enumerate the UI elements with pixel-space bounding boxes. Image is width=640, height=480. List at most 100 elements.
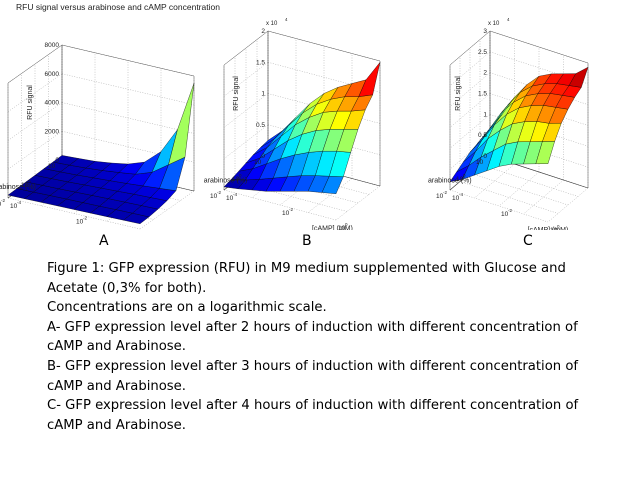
z-tick-label: 0.5	[256, 122, 265, 129]
camp-tick-exp: -2	[83, 216, 87, 221]
z-tick-label: 0	[483, 153, 487, 160]
caption-line: B- GFP expression level after 3 hours of…	[47, 358, 579, 374]
grid-line	[489, 114, 589, 147]
panel-label-c: C	[523, 233, 533, 249]
axis-line	[223, 30, 269, 66]
camp-tick-label: 10	[338, 225, 346, 230]
z-tick-label: 0	[55, 157, 59, 164]
camp-tick-exp: -4	[17, 200, 21, 205]
z-tick-label: 2	[261, 28, 265, 35]
axis-line	[61, 44, 195, 77]
arabinose-axis-label: arabinose (%)	[0, 184, 36, 191]
camp-tick-label: 10	[452, 195, 460, 202]
z-tick-label: 1.5	[478, 91, 487, 98]
grid-line	[307, 178, 353, 213]
arabinose-tick-label: 10	[210, 193, 218, 200]
arabinose-tick-exp: 0	[28, 179, 31, 184]
grid-line	[7, 197, 141, 230]
camp-tick-label: 10	[282, 210, 290, 217]
caption-line: Concentrations are on a logarithmic scal…	[47, 300, 327, 316]
grid-line	[223, 124, 269, 159]
surface	[449, 66, 589, 182]
caption-line: Acetate (0,3% for both).	[47, 280, 207, 296]
arabinose-tick-exp: 0	[463, 173, 466, 178]
camp-tick-exp: 0	[557, 224, 560, 229]
grid-line	[223, 62, 269, 97]
panel-label-a: A	[99, 233, 109, 249]
z-tick-label: 0.5	[478, 132, 487, 139]
camp-tick-exp: -4	[459, 192, 463, 197]
grid-line	[139, 190, 195, 230]
caption-line: Figure 1: GFP expression (RFU) in M9 med…	[47, 261, 566, 276]
caption-line: C- GFP expression level after 4 hours of…	[47, 398, 579, 414]
z-multiplier-exp: 4	[285, 17, 288, 22]
surface	[7, 83, 195, 224]
camp-tick-label: 10	[501, 211, 509, 218]
arabinose-tick-label: 10	[21, 182, 29, 189]
caption-line: cAMP and Arabinose.	[47, 378, 186, 394]
camp-axis-label: [cAMP] (mM)	[528, 227, 569, 230]
axis-line	[7, 44, 63, 84]
camp-tick-label: 10	[10, 203, 18, 210]
camp-tick-exp: -4	[233, 192, 237, 197]
z-tick-label: 1.5	[256, 59, 265, 66]
grid-line	[7, 131, 63, 170]
z-tick-label: 1	[261, 91, 265, 98]
arabinose-axis-label: arabinose (%)	[204, 178, 248, 185]
arabinose-tick-label: 10	[456, 176, 464, 183]
surface-patch	[358, 62, 381, 97]
grid-line	[234, 181, 348, 212]
caption-line: A- GFP expression level after 2 hours of…	[47, 319, 578, 335]
arabinose-tick-exp: -2	[217, 190, 221, 195]
z-tick-label: 6000	[45, 71, 60, 78]
arabinose-tick-label: 10	[436, 193, 444, 200]
axis-line	[449, 30, 491, 66]
surface	[223, 62, 381, 194]
grid-line	[7, 73, 63, 112]
surface-patch	[568, 66, 589, 88]
camp-tick-exp: 0	[345, 222, 348, 227]
z-axis-label: RFU signal	[455, 76, 462, 111]
z-axis-label: RFU signal	[27, 85, 34, 120]
arabinose-tick-exp: -2	[1, 198, 5, 203]
z-multiplier-exp: 4	[507, 17, 510, 22]
grid-line	[61, 73, 195, 105]
surface-patch	[168, 83, 195, 166]
caption-line: cAMP and Arabinose.	[47, 339, 186, 355]
figure-caption: Figure 1: GFP expression (RFU) in M9 med…	[47, 259, 632, 435]
z-axis-label: RFU signal	[233, 76, 240, 111]
z-tick-label: 1	[483, 111, 487, 118]
arabinose-tick-label: 10	[0, 201, 2, 208]
z-tick-label: 2.5	[478, 49, 487, 56]
arabinose-tick-label: 10	[232, 176, 240, 183]
arabinose-axis-label: arabinose (%)	[428, 178, 472, 185]
grid-line	[223, 189, 337, 221]
z-tick-label: 4000	[45, 100, 60, 107]
z-tick-label: 2000	[45, 128, 60, 135]
arabinose-tick-label: 10	[254, 159, 262, 166]
z-tick-label: 8000	[45, 42, 60, 49]
z-multiplier-label: x 10	[266, 21, 278, 27]
grid-line	[267, 62, 381, 93]
grid-line	[335, 185, 381, 221]
arabinose-tick-exp: -2	[443, 190, 447, 195]
camp-tick-exp: -2	[289, 207, 293, 212]
surface-plots: RFU signal versus arabinose and cAMP con…	[0, 2, 589, 230]
grid-line	[469, 172, 569, 206]
figure-title: RFU signal versus arabinose and cAMP con…	[16, 2, 220, 12]
panel-label-b: B	[302, 233, 312, 249]
z-tick-label: 2	[483, 70, 487, 77]
camp-axis-label: [cAMP] (mM)	[312, 226, 353, 231]
camp-tick-exp: -2	[508, 208, 512, 213]
grid-line	[459, 181, 559, 214]
arabinose-tick-exp: 0	[239, 173, 242, 178]
arabinose-tick-label: 10	[476, 159, 484, 166]
camp-tick-label: 10	[550, 227, 558, 230]
